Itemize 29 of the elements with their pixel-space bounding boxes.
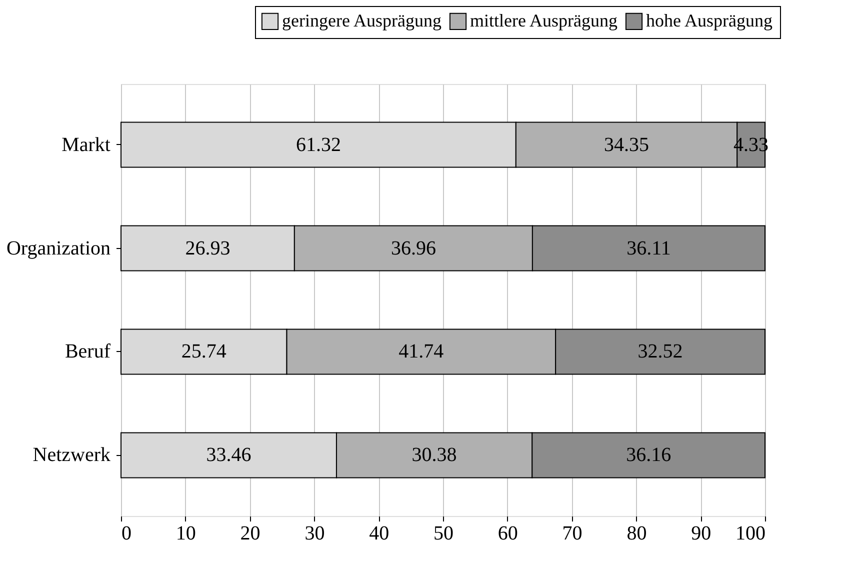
x-tick-label: 20 <box>240 522 260 544</box>
data-label: 34.35 <box>604 134 650 156</box>
x-tick-label: 50 <box>434 522 454 544</box>
y-tick-label: Beruf <box>64 340 111 363</box>
x-tick-label: 100 <box>736 522 766 544</box>
y-tick-label: Organization <box>6 237 110 260</box>
data-label: 30.38 <box>412 444 457 466</box>
data-label: 36.11 <box>626 237 671 260</box>
x-tick-label: 0 <box>122 522 132 544</box>
x-tick-label: 10 <box>176 522 196 544</box>
x-tick-label: 30 <box>304 522 325 544</box>
legend-label: hohe Ausprägung <box>646 10 772 30</box>
x-tick-label: 80 <box>626 522 647 544</box>
data-label: 36.96 <box>390 237 436 260</box>
data-label: 61.32 <box>296 134 341 156</box>
data-label: 36.16 <box>626 444 672 466</box>
y-tick-label: Netzwerk <box>32 444 110 466</box>
x-tick-label: 40 <box>369 522 390 544</box>
data-label: 25.74 <box>181 340 226 363</box>
legend-label: geringere Ausprägung <box>282 10 442 30</box>
x-tick-label: 70 <box>562 522 582 544</box>
data-label: 41.74 <box>398 340 444 363</box>
data-label: 33.46 <box>206 444 252 466</box>
legend-label: mittlere Ausprägung <box>470 10 618 30</box>
y-tick-label: Markt <box>62 134 111 156</box>
x-tick-label: 60 <box>498 522 518 544</box>
data-label: 26.93 <box>185 237 230 260</box>
x-tick-label: 90 <box>691 522 712 544</box>
data-label: 32.52 <box>638 340 683 363</box>
